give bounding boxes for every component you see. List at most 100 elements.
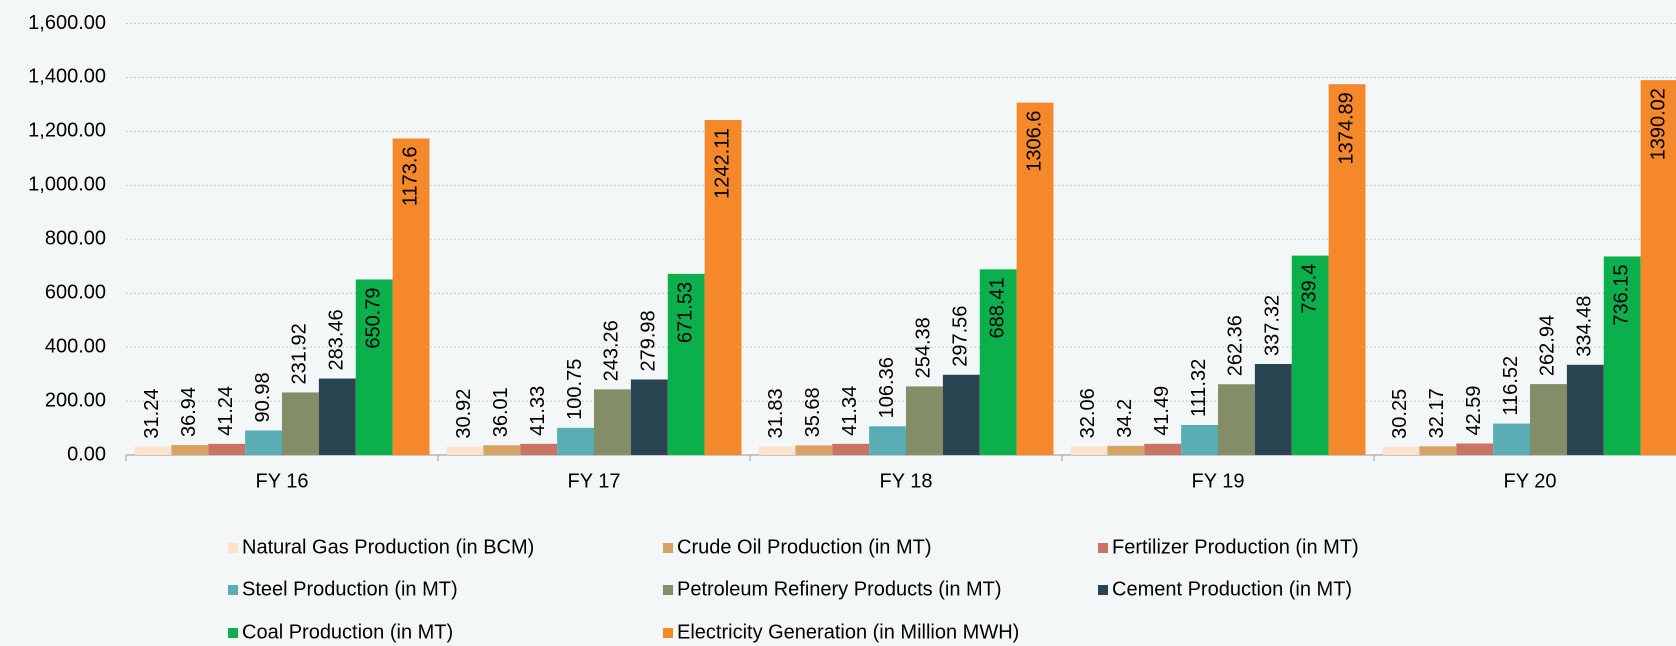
y-tick-label: 1,400.00 [28, 66, 106, 88]
x-tick-label: FY 20 [1504, 470, 1557, 492]
bar [906, 386, 943, 455]
value-label: 30.25 [1389, 389, 1411, 439]
value-label: 334.48 [1574, 296, 1596, 357]
y-tick-label: 1,200.00 [28, 120, 106, 142]
value-label: 736.15 [1610, 264, 1632, 325]
value-label: 30.92 [453, 389, 475, 439]
value-label: 31.24 [141, 389, 163, 439]
value-label: 262.36 [1225, 315, 1247, 376]
bar [1218, 384, 1255, 455]
value-label: 42.59 [1463, 385, 1485, 435]
x-tick-label: FY 19 [1192, 470, 1245, 492]
bar [282, 392, 319, 455]
legend-swatch [663, 585, 673, 595]
legend-swatch [228, 585, 238, 595]
value-label: 279.98 [638, 310, 660, 371]
value-label: 90.98 [252, 372, 274, 422]
value-label: 100.75 [564, 359, 586, 420]
y-tick-label: 1,600.00 [28, 12, 106, 34]
bar [1603, 256, 1641, 455]
bar [1530, 384, 1567, 455]
value-label: 650.79 [362, 287, 384, 348]
value-label: 41.49 [1151, 386, 1173, 436]
value-label: 243.26 [601, 320, 623, 381]
y-tick-label: 600.00 [45, 281, 106, 303]
bar [1493, 423, 1530, 455]
value-label: 1242.11 [711, 128, 733, 199]
value-label: 41.24 [215, 386, 237, 436]
bar [1107, 445, 1145, 455]
value-label: 34.2 [1114, 399, 1136, 438]
legend-label: Natural Gas Production (in BCM) [242, 536, 534, 558]
legend-label: Fertilizer Production (in MT) [1112, 536, 1359, 558]
y-tick-label: 0.00 [67, 443, 106, 465]
value-label: 32.17 [1426, 388, 1448, 438]
bar [1566, 364, 1604, 455]
bar [1328, 84, 1366, 455]
value-label: 262.94 [1537, 315, 1559, 376]
bar [1254, 364, 1292, 455]
value-label: 41.33 [527, 386, 549, 436]
value-label: 297.56 [950, 306, 972, 367]
bar [667, 273, 705, 455]
legend-swatch [663, 543, 673, 553]
legend-swatch [228, 628, 238, 638]
bar [758, 446, 796, 455]
legend-label: Petroleum Refinery Products (in MT) [677, 578, 1002, 600]
value-label: 231.92 [289, 323, 311, 384]
legend-label: Electricity Generation (in Million MWH) [677, 621, 1019, 643]
bar [318, 378, 356, 455]
bar [630, 379, 668, 455]
bar [355, 279, 393, 455]
bar [245, 430, 282, 455]
value-label: 41.34 [839, 386, 861, 436]
y-tick-label: 400.00 [45, 335, 106, 357]
bar [1456, 443, 1494, 455]
bar [557, 427, 594, 455]
bar [1070, 446, 1108, 455]
legend-label: Coal Production (in MT) [242, 621, 453, 643]
y-tick-label: 800.00 [45, 228, 106, 250]
x-tick-label: FY 18 [880, 470, 933, 492]
value-label: 35.68 [802, 387, 824, 437]
value-label: 106.36 [876, 357, 898, 418]
value-label: 1374.89 [1335, 92, 1357, 164]
value-label: 337.32 [1262, 295, 1284, 356]
bar [979, 269, 1017, 455]
bar [1291, 255, 1329, 455]
legend-swatch [663, 628, 673, 638]
value-label: 739.4 [1298, 264, 1320, 314]
x-tick-label: FY 17 [568, 470, 621, 492]
legend-swatch [228, 543, 238, 553]
value-label: 32.06 [1077, 388, 1099, 438]
bar [1382, 446, 1420, 455]
bar [208, 443, 246, 455]
bar [171, 445, 209, 455]
bar [1016, 102, 1054, 455]
value-label: 1173.6 [399, 146, 421, 206]
value-label: 254.38 [913, 317, 935, 378]
bar [594, 389, 631, 455]
value-label: 36.01 [490, 387, 512, 437]
y-tick-label: 200.00 [45, 389, 106, 411]
legend-label: Crude Oil Production (in MT) [677, 536, 932, 558]
bar [1181, 424, 1218, 455]
bar [1419, 446, 1457, 455]
bar [704, 120, 742, 455]
bar [1144, 443, 1182, 455]
value-label: 36.94 [178, 387, 200, 437]
legend-swatch [1098, 543, 1108, 553]
legend-swatch [1098, 585, 1108, 595]
bar [392, 138, 430, 455]
y-tick-label: 1,000.00 [28, 174, 106, 196]
bar [483, 445, 521, 455]
value-label: 116.52 [1500, 356, 1522, 416]
legend-label: Cement Production (in MT) [1112, 578, 1352, 600]
value-label: 671.53 [674, 282, 696, 343]
bar [795, 445, 833, 455]
bar [520, 443, 558, 455]
bar [942, 374, 980, 455]
bar [1640, 80, 1676, 456]
value-label: 111.32 [1188, 359, 1210, 417]
